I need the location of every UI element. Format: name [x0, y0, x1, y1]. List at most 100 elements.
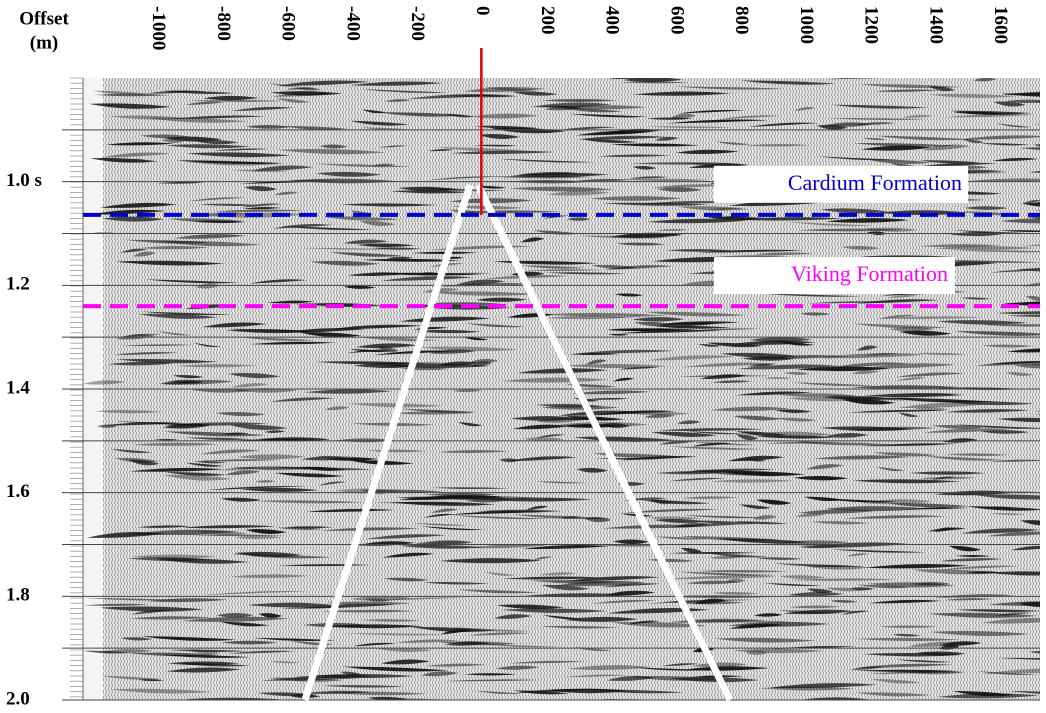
reflection-event: [945, 409, 1030, 413]
reflection-event: [449, 511, 545, 515]
reflection-event: [478, 133, 520, 139]
reflection-event: [568, 665, 652, 671]
reflection-event: [258, 613, 283, 618]
reflection-event: [203, 590, 309, 596]
reflection-event: [139, 245, 210, 250]
reflection-event: [129, 467, 225, 472]
reflection-event: [923, 428, 1010, 433]
reflection-event: [129, 616, 212, 620]
reflection-event: [429, 349, 477, 354]
reflection-event: [995, 612, 1032, 616]
reflection-event: [708, 207, 743, 210]
reflection-event: [885, 442, 961, 446]
reflection-event: [614, 293, 644, 297]
reflection-event: [627, 620, 660, 625]
reflection-event: [822, 396, 896, 400]
reflection-event: [94, 93, 170, 97]
reflection-event: [202, 322, 267, 328]
reflection-event: [793, 476, 849, 481]
reflection-event: [764, 431, 833, 437]
reflection-event: [605, 590, 656, 596]
reflection-event: [425, 493, 498, 497]
reflection-event: [648, 516, 702, 521]
mute-line: [474, 183, 734, 702]
reflection-event: [244, 185, 278, 192]
reflection-event: [493, 175, 593, 179]
reflection-event: [398, 545, 487, 549]
reflection-event: [936, 320, 1028, 325]
mute-line: [301, 183, 474, 702]
reflection-event: [362, 362, 452, 365]
reflection-event: [468, 642, 560, 648]
reflection-event: [193, 342, 221, 348]
reflection-event: [954, 424, 1040, 429]
reflection-event: [221, 640, 278, 645]
reflection-event: [269, 677, 343, 682]
reflection-event: [856, 345, 878, 351]
reflection-event: [228, 372, 281, 379]
reflection-event: [350, 81, 443, 86]
reflection-event: [989, 459, 1040, 462]
reflection-event: [444, 679, 541, 682]
reflection-event: [303, 623, 371, 628]
reflection-event: [1014, 363, 1040, 369]
reflection-event: [476, 297, 527, 302]
reflection-event: [301, 456, 350, 461]
reflection-event: [841, 399, 896, 405]
reflection-event: [768, 683, 878, 689]
reflection-event: [499, 458, 521, 463]
reflection-event: [493, 614, 533, 619]
reflection-event: [355, 343, 418, 349]
reflection-event: [881, 316, 984, 320]
reflection-event: [145, 279, 240, 284]
reflection-event: [567, 217, 591, 221]
reflection-event: [364, 598, 391, 602]
reflection-event: [1005, 372, 1034, 376]
reflection-event: [583, 398, 630, 400]
reflection-event: [655, 322, 719, 327]
reflection-event: [252, 637, 337, 641]
reflection-event: [692, 441, 757, 446]
reflection-event: [583, 689, 684, 694]
reflection-event: [728, 623, 784, 629]
reflection-event: [842, 515, 947, 519]
y-tick-label: 1.4: [6, 377, 30, 398]
reflection-event: [688, 163, 750, 168]
reflection-event: [542, 615, 583, 620]
reflection-event: [444, 641, 490, 646]
reflection-event: [677, 420, 701, 425]
reflection-event: [875, 135, 972, 141]
reflection-event: [996, 417, 1040, 423]
reflection-event: [342, 666, 449, 672]
reflection-event: [716, 538, 810, 544]
reflection-event: [205, 486, 309, 491]
reflection-event: [83, 650, 130, 654]
reflection-event: [231, 553, 268, 555]
reflection-event: [871, 678, 921, 684]
reflection-event: [794, 107, 816, 111]
reflection-event: [380, 276, 474, 281]
reflection-event: [715, 141, 751, 145]
reflection-event: [798, 543, 844, 549]
reflection-event: [898, 412, 919, 417]
reflection-event: [612, 377, 635, 382]
reflection-event: [775, 409, 812, 414]
reflection-event: [669, 446, 764, 450]
reflection-event: [343, 285, 376, 289]
reflection-event: [362, 258, 461, 262]
reflection-event: [120, 637, 153, 641]
reflection-event: [803, 496, 844, 502]
reflection-event: [511, 91, 558, 96]
reflection-event: [191, 388, 252, 393]
axes: [62, 77, 1040, 701]
reflection-event: [330, 252, 403, 257]
reflection-event: [452, 515, 552, 520]
reflection-event: [668, 477, 726, 482]
y-tick-label: 1.2: [6, 274, 30, 295]
reflection-event: [197, 530, 248, 535]
reflection-event: [1005, 99, 1040, 104]
reflection-event: [419, 346, 519, 352]
reflection-event: [753, 613, 783, 617]
reflection-event: [804, 697, 873, 700]
reflection-event: [399, 316, 491, 322]
